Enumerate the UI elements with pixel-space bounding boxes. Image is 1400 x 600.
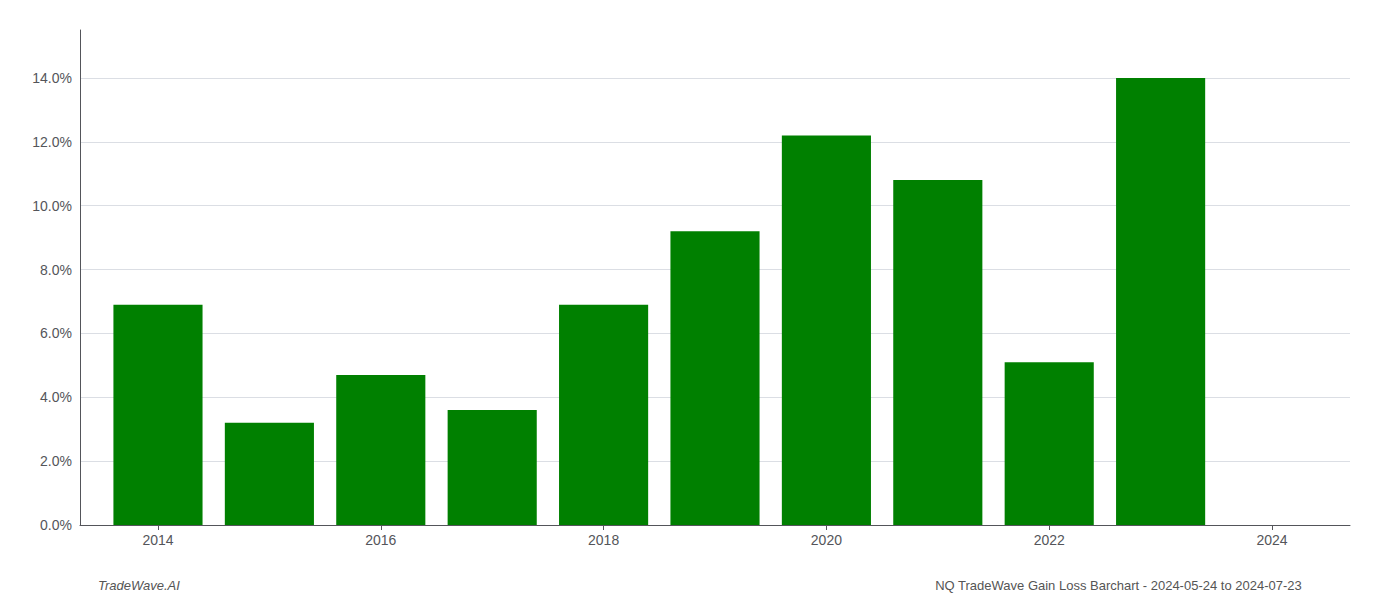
svg-text:14.0%: 14.0% [32,70,72,86]
svg-text:10.0%: 10.0% [32,198,72,214]
svg-text:NQ TradeWave Gain Loss Barchar: NQ TradeWave Gain Loss Barchart - 2024-0… [935,578,1302,593]
svg-text:6.0%: 6.0% [40,325,72,341]
svg-text:2016: 2016 [365,532,396,548]
svg-text:4.0%: 4.0% [40,389,72,405]
svg-text:2018: 2018 [588,532,619,548]
svg-text:8.0%: 8.0% [40,262,72,278]
svg-text:12.0%: 12.0% [32,134,72,150]
svg-text:0.0%: 0.0% [40,517,72,533]
svg-text:2014: 2014 [142,532,173,548]
svg-text:2020: 2020 [811,532,842,548]
svg-text:2024: 2024 [1256,532,1287,548]
svg-text:2022: 2022 [1034,532,1065,548]
svg-text:TradeWave.AI: TradeWave.AI [98,578,180,593]
svg-text:2.0%: 2.0% [40,453,72,469]
